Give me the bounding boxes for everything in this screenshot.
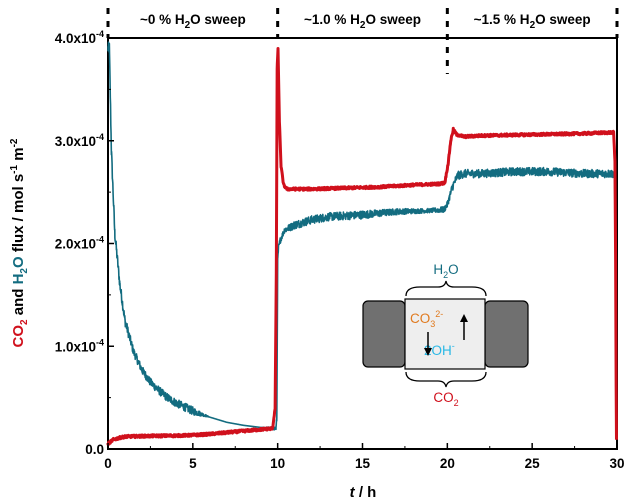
hydroxide-ion-label: 2OH- <box>424 341 455 358</box>
phase-label: ~1.0 % H2O sweep <box>304 12 421 31</box>
y-axis-label: CO2 and H2O flux / mol s-1 m-2 <box>9 138 30 347</box>
y-tick-label: 0.0 <box>85 442 104 457</box>
y-tick-label: 3.0x10-4 <box>55 132 104 149</box>
bottom-brace <box>405 371 487 388</box>
co2-flux-line <box>106 46 618 446</box>
phase-label: ~0 % H2O sweep <box>140 12 246 31</box>
x-tick-label: 25 <box>525 456 541 471</box>
inset-bottom-label: CO2 <box>433 390 458 408</box>
x-axis-ticks: 0 5 10 15 20 25 30 <box>104 443 625 471</box>
left-electrode-block <box>362 300 406 368</box>
y-tick-label: 2.0x10-4 <box>55 235 104 252</box>
h2o-flux-line <box>107 41 618 439</box>
x-tick-label: 30 <box>609 456 624 471</box>
x-tick-label: 0 <box>104 456 112 471</box>
series-layer <box>106 41 618 446</box>
down-arrowhead <box>424 348 432 356</box>
y-tick-label: 1.0x10-4 <box>55 337 104 354</box>
membrane-region <box>404 298 486 370</box>
membrane-schematic-inset: H2O CO2 CO32- 2OH- <box>362 262 529 408</box>
carbonate-ion-label: CO32- <box>410 309 443 329</box>
x-tick-label: 5 <box>189 456 197 471</box>
x-tick-label: 20 <box>440 456 455 471</box>
x-axis-label: t / h <box>350 484 377 501</box>
right-electrode-block <box>484 300 529 368</box>
top-brace <box>405 280 487 297</box>
phase-label: ~1.5 % H2O sweep <box>474 12 591 31</box>
y-tick-label: 4.0x10-4 <box>55 29 104 46</box>
plot-frame <box>107 37 618 450</box>
y-axis-ticks: 0.0 1.0x10-4 2.0x10-4 3.0x10-4 4.0x10-4 <box>55 29 114 457</box>
phase-labels: ~0 % H2O sweep ~1.0 % H2O sweep ~1.5 % H2O… <box>106 8 619 74</box>
x-tick-label: 15 <box>355 456 371 471</box>
x-tick-label: 10 <box>270 456 285 471</box>
up-arrowhead <box>460 314 468 322</box>
inset-top-label: H2O <box>433 262 458 280</box>
